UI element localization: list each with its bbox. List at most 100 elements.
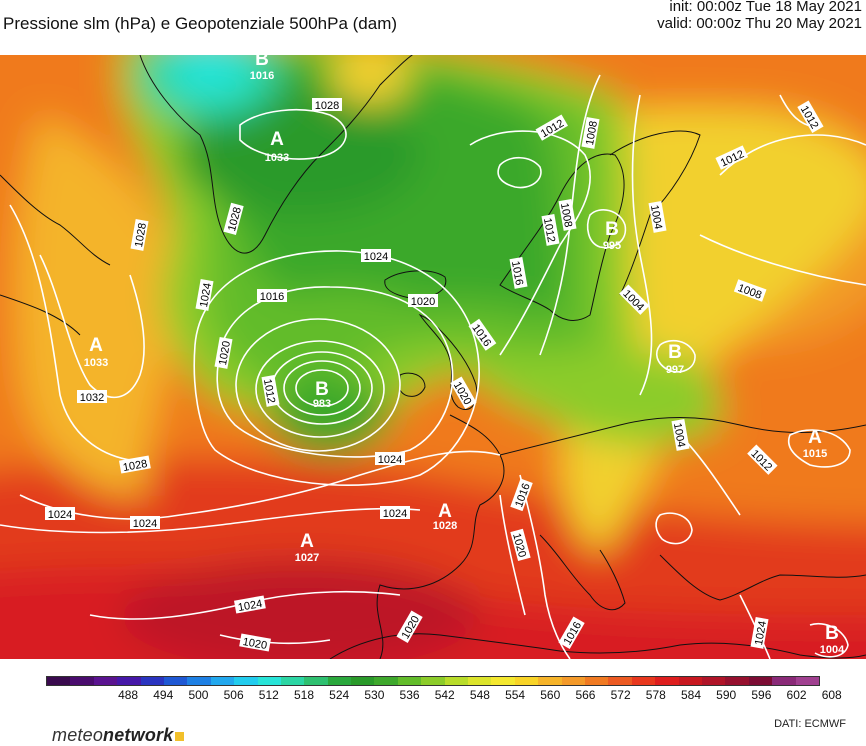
svg-text:1016: 1016 [250,70,274,82]
init-time: init: 00:00z Tue 18 May 2021 [669,0,862,15]
colorbar-tick-label: 530 [364,688,385,702]
colorbar-swatch [678,677,702,685]
colorbar-tick-label: 578 [645,688,666,702]
colorbar-swatch [725,677,749,685]
svg-text:1028: 1028 [122,458,148,474]
colorbar-swatch [187,677,211,685]
isobar-label: 1024 [375,452,405,466]
colorbar-swatch [280,677,305,685]
isobar-label: 1020 [239,633,271,652]
colorbar-swatch [421,677,445,685]
isobar-label: 1024 [750,617,769,649]
colorbar-swatch [140,677,164,685]
logo-bold: network [103,725,174,745]
isobar-label: 1004 [648,201,667,233]
isobar-label: 1012 [261,375,280,407]
svg-text:1028: 1028 [433,520,457,532]
svg-text:1024: 1024 [378,454,402,466]
svg-text:A: A [808,427,822,448]
svg-text:1027: 1027 [295,552,319,564]
isobar-label: 1024 [130,516,160,530]
colorbar-swatch [748,677,773,685]
chart-title: Pressione slm (hPa) e Geopotenziale 500h… [3,14,398,33]
svg-text:1016: 1016 [509,260,525,286]
isobar-label: 1016 [509,257,528,289]
svg-text:1024: 1024 [48,509,72,521]
isobar-label: 1028 [130,219,149,251]
isobar-label: 1032 [77,390,107,404]
colorbar [46,676,820,686]
colorbar-swatch [327,677,352,685]
svg-text:1024: 1024 [237,598,263,614]
isobar-label: 1028 [312,98,342,112]
colorbar-swatch [210,677,235,685]
svg-text:B: B [825,623,839,644]
svg-text:1016: 1016 [260,291,284,303]
svg-text:1004: 1004 [820,644,845,656]
colorbar-tick-label: 548 [469,688,490,702]
svg-text:1020: 1020 [411,296,435,308]
svg-text:B: B [605,219,619,240]
svg-text:A: A [89,335,103,356]
svg-text:1004: 1004 [671,422,687,448]
svg-text:B: B [315,379,329,400]
svg-text:1024: 1024 [383,508,407,520]
isobar-label: 1008 [558,199,577,231]
svg-text:1032: 1032 [80,392,104,404]
colorbar-swatch [701,677,726,685]
colorbar-swatch [631,677,656,685]
colorbar-swatch [397,677,422,685]
svg-text:1020: 1020 [242,636,268,652]
colorbar-tick-label: 584 [680,688,702,702]
colorbar-swatch [468,677,492,685]
svg-text:1015: 1015 [803,448,827,460]
colorbar-tick-label: 608 [821,688,842,702]
colorbar-swatch [655,677,679,685]
isobar-label: 1024 [195,279,214,311]
colorbar-swatch [47,677,71,685]
isobar-label: 1024 [234,595,266,614]
colorbar-tick-label: 494 [153,688,174,702]
svg-text:1033: 1033 [84,357,108,369]
isobar-label: 1020 [214,337,233,369]
isobar-label: 1024 [45,507,75,521]
svg-text:1033: 1033 [265,152,289,164]
colorbar-swatch [374,677,398,685]
colorbar-tick-label: 566 [575,688,596,702]
isobar-label: 1024 [380,506,410,520]
colorbar-tick-label: 500 [188,688,209,702]
colorbar-swatch [584,677,609,685]
colorbar-tick-label: 554 [505,688,526,702]
colorbar-tick-label: 572 [610,688,631,702]
colorbar-tick-label: 602 [786,688,807,702]
svg-text:B: B [255,55,269,70]
colorbar-swatch [514,677,539,685]
svg-text:A: A [270,129,284,150]
svg-text:1024: 1024 [364,251,388,263]
colorbar-swatch [561,677,585,685]
colorbar-tick-label: 518 [293,688,315,702]
colorbar-tick-label: 560 [540,688,561,702]
svg-text:A: A [300,531,314,552]
data-source: DATI: ECMWF [774,718,846,730]
high-center-marker: A 1033 [265,129,289,164]
svg-text:1008: 1008 [558,202,574,228]
colorbar-swatch [163,677,188,685]
colorbar-tick-label: 512 [258,688,279,702]
isobar-label: 1012 [541,214,560,246]
svg-text:1020: 1020 [217,340,233,366]
colorbar-tick-label: 524 [329,688,350,702]
svg-text:983: 983 [313,398,331,410]
colorbar-swatch [491,677,515,685]
svg-text:B: B [668,342,682,363]
isobar-label: 1028 [119,455,151,474]
valid-time: valid: 00:00z Thu 20 May 2021 [657,15,862,32]
